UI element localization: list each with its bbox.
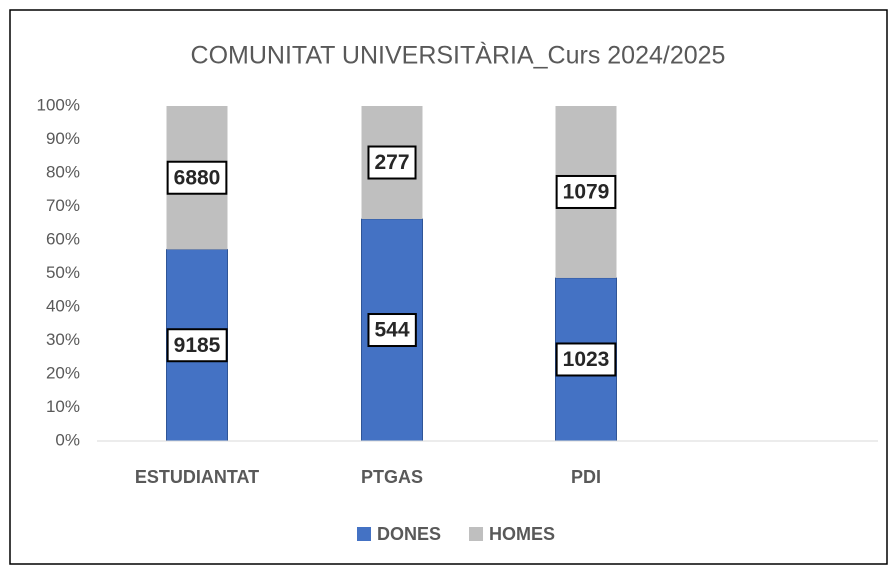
data-label-box [367, 313, 417, 348]
y-tick-label: 60% [46, 229, 80, 248]
legend-label: HOMES [489, 524, 555, 544]
data-label-box [555, 342, 617, 377]
chart-border [9, 9, 888, 565]
data-label: 544 [374, 319, 409, 342]
y-tick-label: 80% [46, 162, 80, 181]
x-tick-label: PTGAS [361, 467, 423, 487]
legend-swatch [357, 527, 371, 541]
x-tick-label: ESTUDIANTAT [135, 467, 259, 487]
chart-title: COMUNITAT UNIVERSITÀRIA_Curs 2024/2025 [191, 41, 726, 70]
y-tick-label: 50% [46, 263, 80, 282]
y-tick-label: 100% [37, 95, 80, 114]
data-label: 277 [374, 151, 409, 174]
legend-swatch [469, 527, 484, 541]
y-tick-label: 30% [46, 330, 80, 349]
x-tick-label: PDI [571, 467, 601, 487]
y-tick-label: 20% [46, 363, 80, 382]
data-label: 1079 [563, 181, 610, 204]
legend-label: DONES [377, 524, 441, 544]
data-label: 9185 [174, 334, 221, 357]
data-label-box [367, 145, 417, 180]
y-tick-label: 70% [46, 196, 80, 215]
y-tick-label: 90% [46, 129, 80, 148]
y-tick-label: 10% [46, 397, 80, 416]
data-label-box [166, 160, 228, 195]
data-label-box [166, 328, 228, 363]
data-label: 1023 [563, 348, 610, 371]
y-tick-label: 0% [55, 430, 80, 449]
data-label: 6880 [174, 166, 221, 189]
data-label-box [555, 174, 617, 209]
y-tick-label: 40% [46, 296, 80, 315]
